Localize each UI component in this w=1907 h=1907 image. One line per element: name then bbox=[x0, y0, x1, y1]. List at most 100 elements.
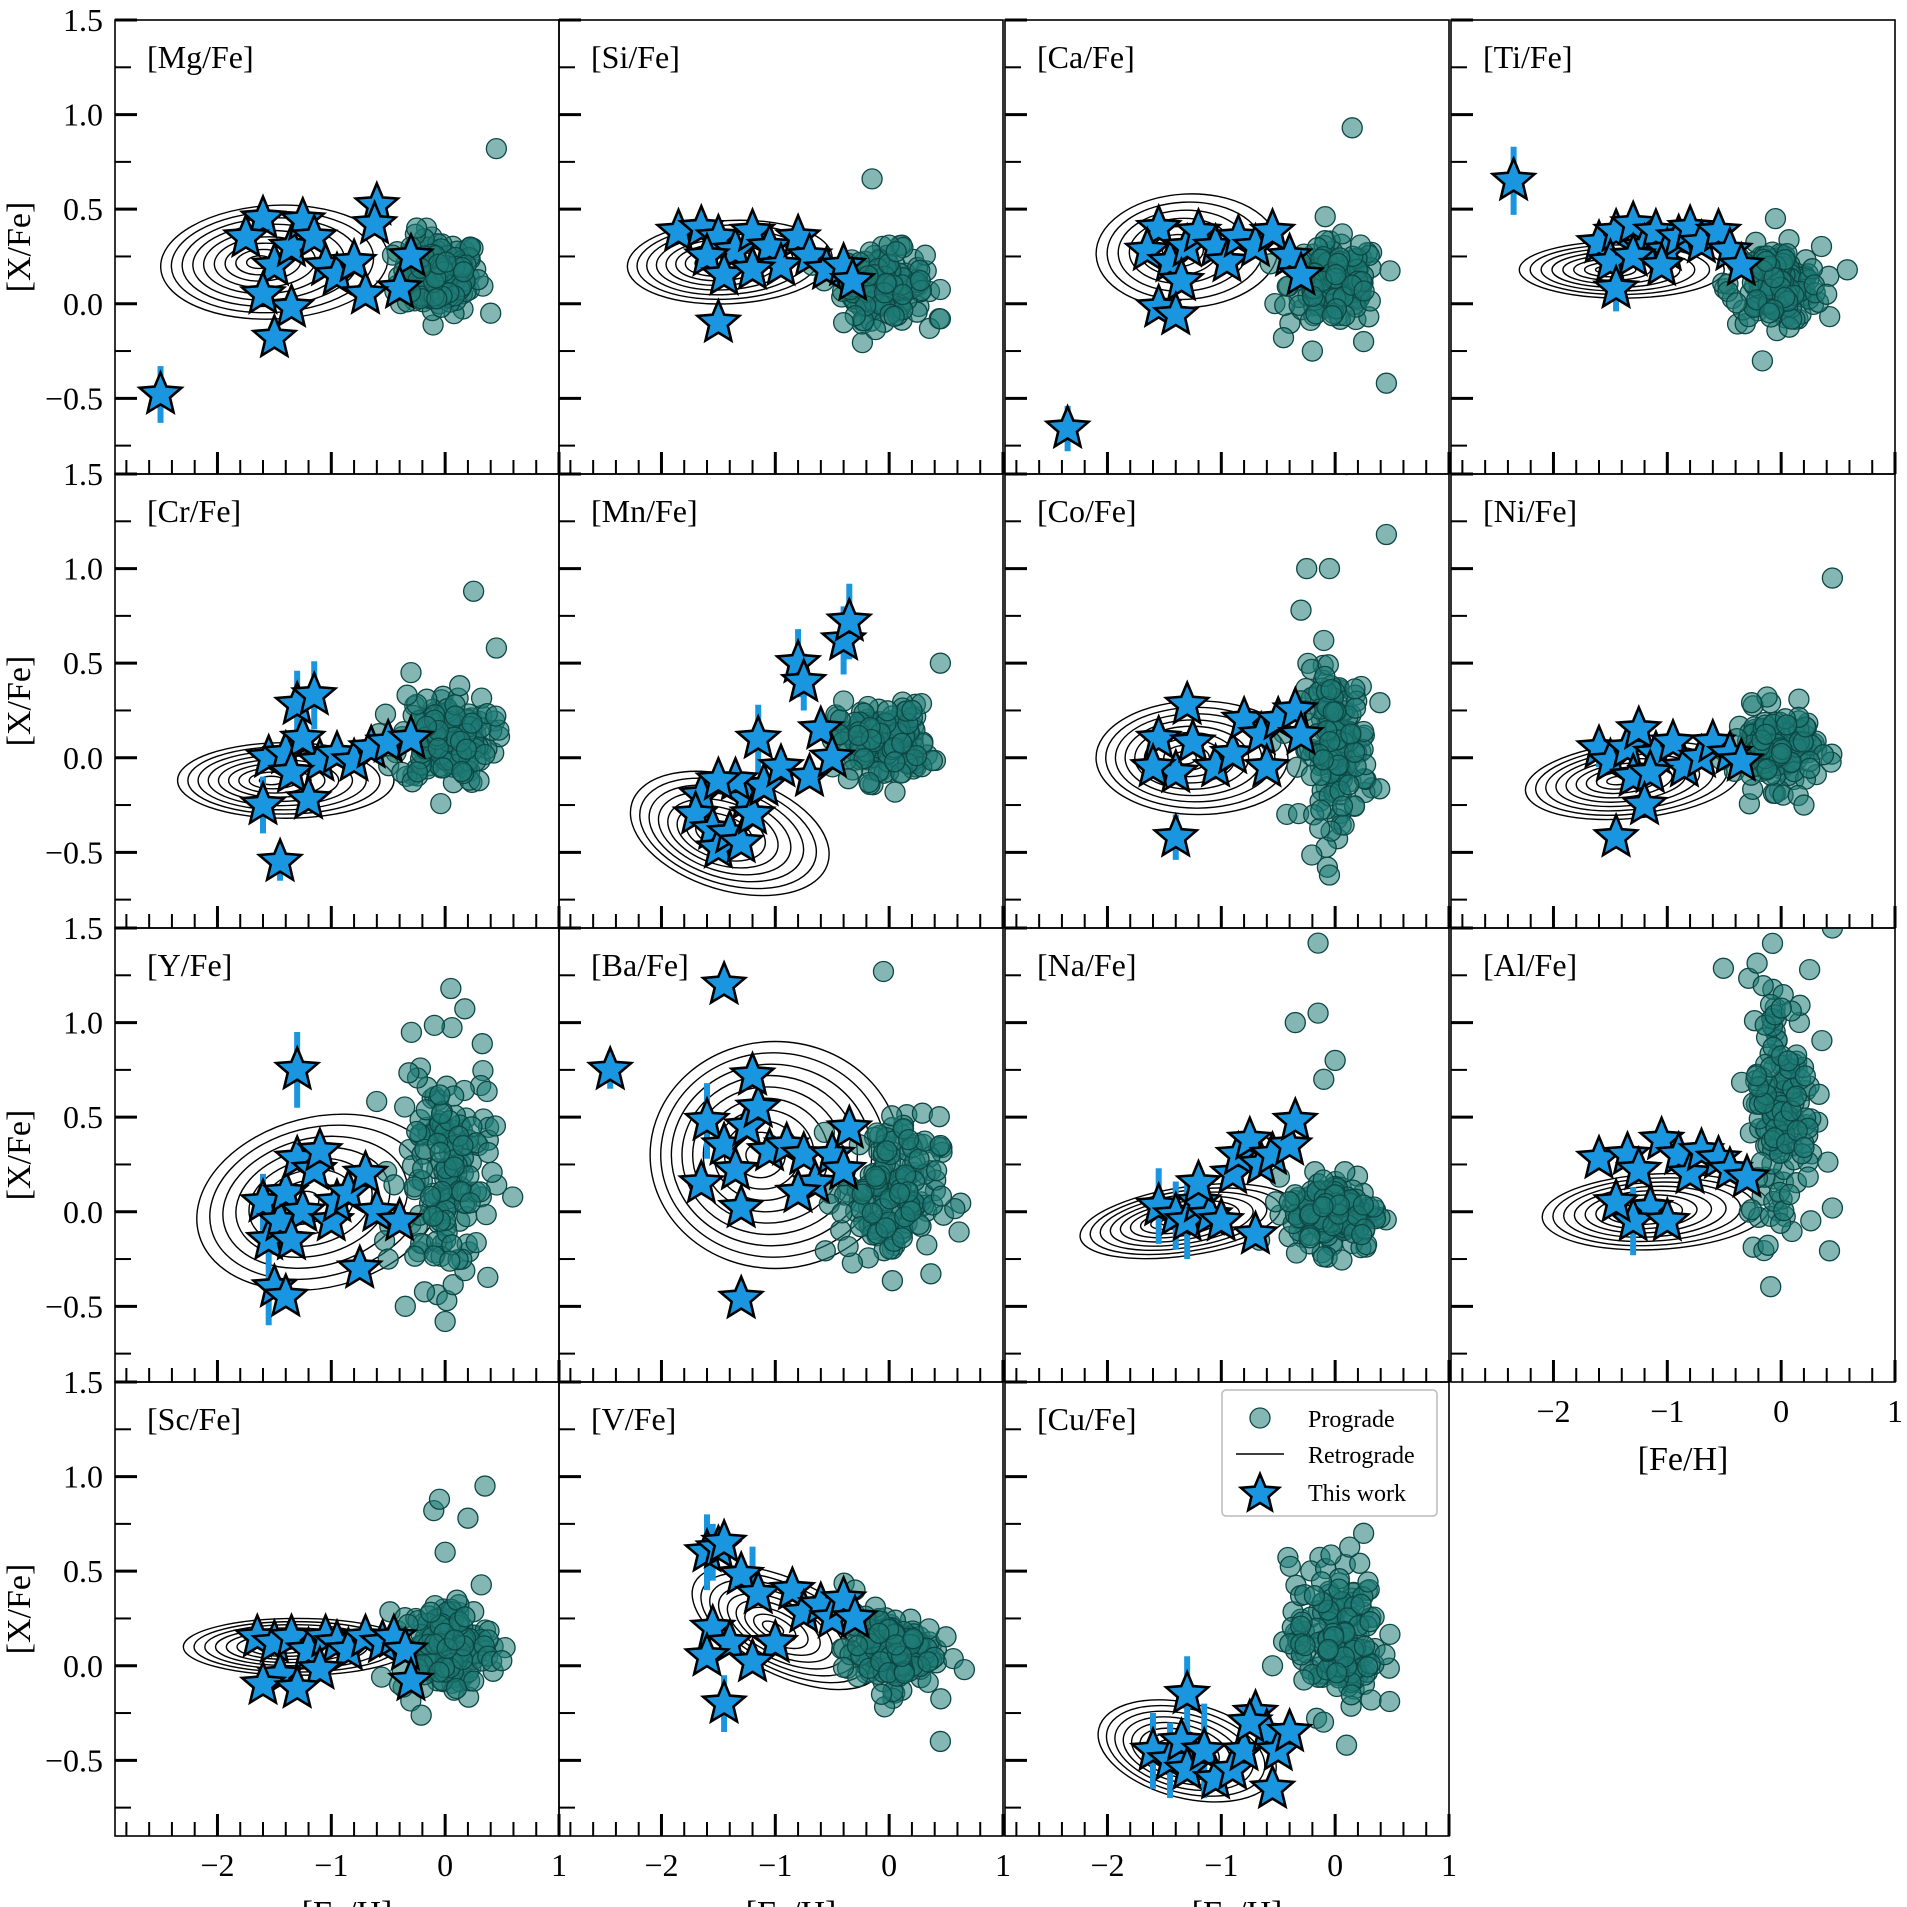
panel-label: [Si/Fe] bbox=[591, 39, 680, 75]
prograde-point bbox=[452, 1134, 474, 1157]
prograde-point bbox=[920, 1263, 942, 1285]
prograde-point bbox=[406, 1120, 428, 1143]
prograde-point bbox=[1293, 1669, 1315, 1691]
this-work-star bbox=[1591, 1176, 1641, 1223]
prograde-point bbox=[1290, 1615, 1312, 1637]
plot-area bbox=[682, 1514, 976, 1753]
prograde-point bbox=[1290, 599, 1312, 621]
prograde-point bbox=[1353, 280, 1375, 302]
prograde-point bbox=[930, 1688, 952, 1710]
x-axis-label: [Fe/H] bbox=[746, 1895, 837, 1907]
prograde-point bbox=[451, 760, 473, 783]
this-work-star bbox=[716, 1273, 766, 1320]
panel-ti-fe: [Ti/Fe] bbox=[1450, 18, 1897, 475]
prograde-point bbox=[925, 1159, 948, 1182]
y-tick-label: 1.0 bbox=[63, 1459, 103, 1495]
prograde-point bbox=[1756, 758, 1778, 780]
retrograde-contour bbox=[667, 798, 779, 869]
prograde-point bbox=[485, 137, 508, 160]
prograde-point bbox=[1352, 1522, 1375, 1544]
this-work-star bbox=[238, 268, 288, 315]
x-tick-label: 1 bbox=[1441, 1847, 1457, 1883]
prograde-point bbox=[1331, 223, 1353, 245]
prograde-point bbox=[1317, 1638, 1340, 1661]
prograde-point bbox=[868, 1622, 890, 1644]
y-tick-label: 1.5 bbox=[63, 456, 103, 492]
this-work-star bbox=[136, 369, 185, 416]
prograde-point bbox=[832, 312, 855, 334]
panel-frame bbox=[1004, 1381, 1450, 1837]
this-work-star bbox=[779, 656, 828, 703]
panel-sc-fe: [Sc/Fe] −0.5 0.0 0.5 1.0 1.5 [X/Fe] −2 −1 0 1 [Fe/H… bbox=[1, 1364, 567, 1907]
panel-label: [Co/Fe] bbox=[1037, 493, 1137, 529]
prograde-point bbox=[1335, 1734, 1358, 1756]
this-work-star bbox=[221, 212, 271, 259]
prograde-point bbox=[832, 1656, 855, 1679]
prograde-point bbox=[1755, 723, 1777, 745]
this-work-star bbox=[1151, 289, 1200, 336]
prograde-point bbox=[929, 278, 951, 301]
this-work-star bbox=[255, 836, 305, 883]
prograde-point bbox=[1712, 957, 1735, 979]
prograde-point bbox=[858, 771, 880, 794]
this-work-star bbox=[267, 747, 316, 794]
this-work-star bbox=[694, 297, 743, 344]
prograde-point bbox=[1339, 1536, 1361, 1558]
this-work-star bbox=[1665, 1148, 1715, 1195]
prograde-point bbox=[908, 1148, 930, 1170]
prograde-point bbox=[1326, 1662, 1348, 1684]
prograde-point bbox=[404, 1245, 426, 1267]
prograde-point bbox=[1340, 1684, 1362, 1706]
prograde-point bbox=[861, 1202, 883, 1224]
legend-frame bbox=[1221, 1389, 1438, 1517]
panel-frame bbox=[1450, 927, 1896, 1383]
this-work-star bbox=[830, 1593, 880, 1640]
prograde-point bbox=[1764, 207, 1787, 230]
prograde-point bbox=[445, 1677, 468, 1700]
prograde-point bbox=[900, 1200, 922, 1222]
prograde-point bbox=[1788, 688, 1810, 710]
prograde-point bbox=[419, 1185, 442, 1208]
prograde-point bbox=[485, 705, 507, 727]
this-work-star bbox=[819, 1144, 868, 1191]
panel-cr-fe: [Cr/Fe] −0.5 0.0 0.5 1.0 1.5 [X/Fe] bbox=[1, 456, 561, 929]
plot-area bbox=[1095, 474, 1398, 886]
y-axis-label: [X/Fe] bbox=[1, 1564, 38, 1655]
prograde-point bbox=[1296, 557, 1318, 580]
this-work-star bbox=[699, 1517, 749, 1564]
y-tick-label: −0.5 bbox=[45, 1742, 103, 1778]
prograde-point bbox=[1320, 1544, 1342, 1566]
plot-area bbox=[629, 583, 952, 897]
prograde-point bbox=[383, 1174, 405, 1196]
prograde-point bbox=[1752, 975, 1774, 997]
prograde-point bbox=[1375, 372, 1398, 394]
legend-prograde-marker bbox=[1249, 1407, 1271, 1429]
legend-star-marker bbox=[1237, 1470, 1283, 1513]
x-tick-label: −1 bbox=[758, 1847, 792, 1883]
prograde-point bbox=[429, 1084, 451, 1106]
prograde-point bbox=[1811, 1029, 1833, 1052]
panel-frame bbox=[558, 473, 1004, 929]
prograde-point bbox=[1793, 1136, 1815, 1159]
prograde-point bbox=[831, 1202, 853, 1224]
this-work-star bbox=[828, 255, 877, 302]
prograde-point bbox=[1751, 350, 1774, 372]
panel-frame bbox=[114, 19, 560, 475]
this-work-star bbox=[1151, 811, 1200, 858]
this-work-star bbox=[341, 1148, 390, 1195]
prograde-point bbox=[1778, 1183, 1801, 1206]
y-tick-label: 1.5 bbox=[63, 2, 103, 38]
this-work-star bbox=[1614, 704, 1664, 750]
this-work-star bbox=[1489, 155, 1538, 202]
prograde-point bbox=[1324, 1049, 1346, 1072]
prograde-point bbox=[916, 1234, 938, 1256]
prograde-point bbox=[442, 1274, 464, 1296]
this-work-star bbox=[682, 1630, 732, 1677]
prograde-point bbox=[875, 1217, 897, 1239]
prograde-point bbox=[1379, 260, 1401, 282]
prograde-point bbox=[909, 269, 931, 292]
panel-si-fe: [Si/Fe] bbox=[558, 18, 1005, 475]
prograde-point bbox=[1725, 292, 1748, 314]
panel-label: [Mg/Fe] bbox=[147, 39, 254, 75]
